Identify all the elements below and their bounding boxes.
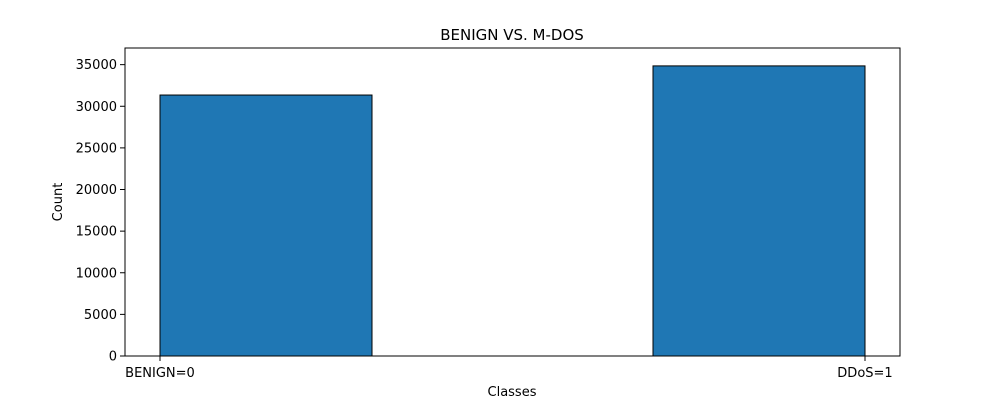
y-tick-label: 25000	[76, 141, 117, 156]
bar-benign-0	[159, 94, 373, 357]
y-tick-label: 5000	[84, 308, 117, 323]
bar-ddos-1	[652, 65, 866, 357]
x-axis: BENIGN=0 DDoS=1	[125, 356, 893, 381]
y-tick-label: 20000	[76, 183, 117, 198]
x-axis-label: Classes	[488, 385, 537, 400]
chart-title: BENIGN VS. M-DOS	[440, 26, 584, 44]
y-tick-label: 30000	[76, 100, 117, 115]
y-tick-label: 0	[109, 350, 117, 365]
y-tick-label: 15000	[76, 225, 117, 240]
y-axis: 0 5000 10000 15000 20000 25000 30000 35000	[76, 58, 125, 365]
x-tick-label: BENIGN=0	[125, 366, 195, 381]
bars-group	[159, 65, 866, 357]
y-tick-label: 35000	[76, 58, 117, 73]
plot-frame	[124, 47, 901, 357]
y-tick-label: 10000	[76, 266, 117, 281]
x-tick-label: DDoS=1	[837, 366, 892, 381]
y-axis-label: Count	[51, 183, 66, 222]
